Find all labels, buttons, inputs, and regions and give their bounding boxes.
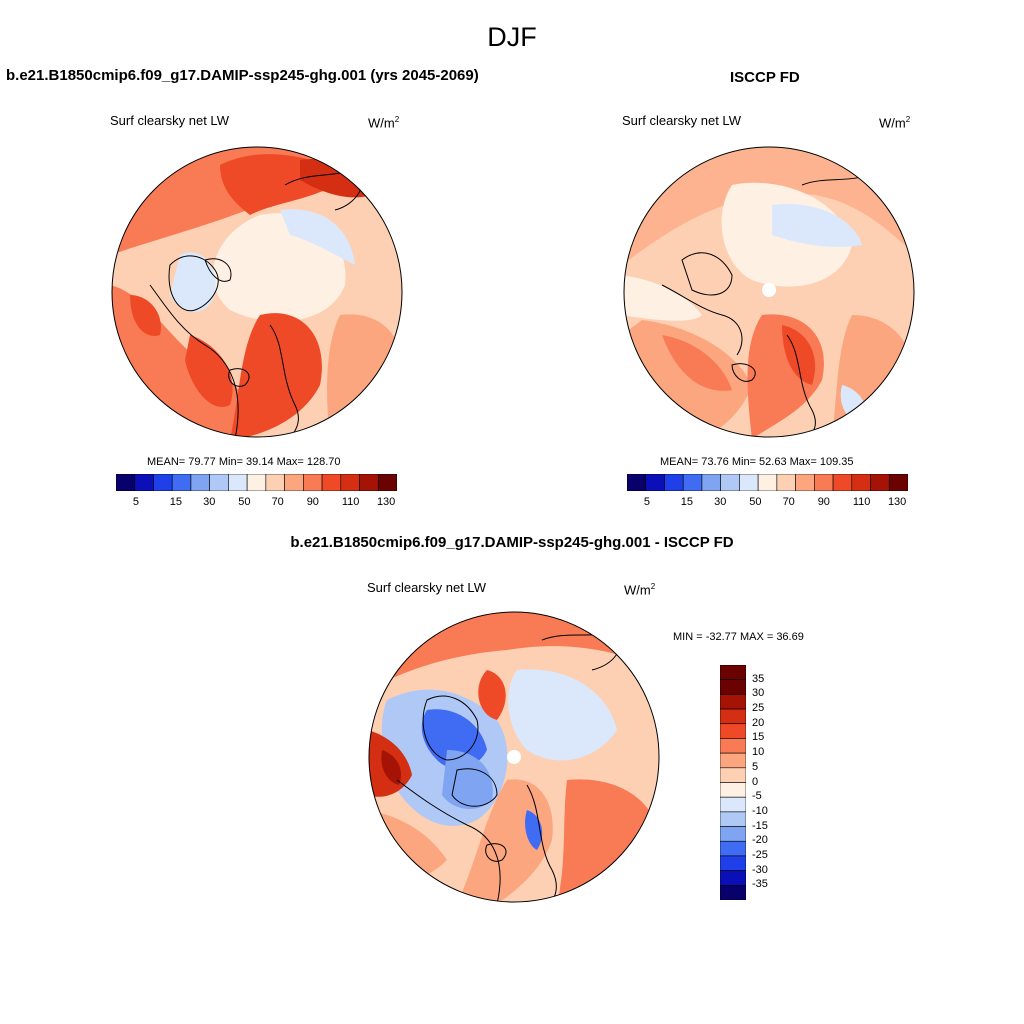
colorbar-swatch [719,679,747,695]
colorbar-tick-label: 30 [203,496,216,508]
colorbar-tick-label: 110 [852,496,871,508]
colorbar-swatch [701,473,721,492]
colorbar-swatch [246,473,267,492]
colorbar-swatch [814,473,834,492]
colorbar-swatch [720,473,740,492]
colorbar-tick-label: 5 [752,760,759,773]
colorbar-swatch [719,796,747,813]
colorbar-swatch [209,473,229,492]
colorbar-swatch [719,782,747,798]
colorbar-tick-label: -35 [752,878,768,891]
colorbar-tick-label: 50 [238,496,251,508]
diff-colorbar [719,664,747,901]
colorbar-swatch [851,473,871,492]
colorbar-swatch [776,473,796,492]
colorbar-tick-label: 15 [169,496,182,508]
colorbar-swatch [757,473,778,492]
colorbar-tick-label: 25 [752,702,765,715]
colorbar-swatch [645,473,665,492]
colorbar-tick-label: 15 [680,496,693,508]
obs-colorbar-labels: 5 15 30 50 70 90 110 130 [627,496,908,510]
colorbar-tick-label: -10 [752,804,768,817]
colorbar-tick-label: 50 [749,496,762,508]
obs-polar-map [623,146,915,438]
colorbar-swatch [719,826,747,842]
model-panel-title: b.e21.B1850cmip6.f09_g17.DAMIP-ssp245-gh… [6,67,479,84]
colorbar-swatch [115,473,136,492]
diff-units-label: W/m2 [624,582,656,598]
model-units-label: W/m2 [368,115,400,131]
model-polar-map [111,146,403,438]
colorbar-tick-label: 90 [306,496,319,508]
colorbar-swatch [228,473,248,492]
colorbar-swatch [719,664,747,680]
colorbar-tick-label: 0 [752,775,759,788]
colorbar-tick-label: -30 [752,863,768,876]
colorbar-swatch [719,840,747,857]
diff-colorbar-labels: 35 30 25 20 15 10 5 0 -5 -10 -15 -20 -25 -30 -35 [750,665,790,900]
colorbar-tick-label: 30 [752,687,765,700]
colorbar-swatch [719,738,747,754]
colorbar-swatch [739,473,759,492]
obs-panel-title: ISCCP FD [730,69,800,86]
colorbar-swatch [888,473,909,492]
colorbar-tick-label: -15 [752,819,768,832]
colorbar-swatch [795,473,815,492]
figure-title: DJF [487,22,537,52]
diff-panel-title: b.e21.B1850cmip6.f09_g17.DAMIP-ssp245-gh… [290,534,734,551]
colorbar-swatch [719,811,747,827]
colorbar-swatch [153,473,173,492]
colorbar-swatch [719,870,747,886]
colorbar-tick-label: 130 [376,496,396,508]
diff-variable-label: Surf clearsky net LW [367,580,486,595]
colorbar-swatch [719,855,747,871]
colorbar-swatch [134,473,154,492]
colorbar-swatch [870,473,890,492]
colorbar-swatch [284,473,304,492]
colorbar-swatch [719,694,747,710]
model-variable-label: Surf clearsky net LW [110,113,229,128]
colorbar-tick-label: 35 [752,672,765,685]
colorbar-tick-label: -5 [752,790,762,803]
colorbar-tick-label: -25 [752,848,768,861]
colorbar-tick-label: 110 [341,496,360,508]
colorbar-swatch [359,473,379,492]
colorbar-swatch [265,473,285,492]
colorbar-swatch [719,723,747,739]
colorbar-swatch [340,473,360,492]
colorbar-tick-label: 90 [817,496,830,508]
colorbar-swatch [682,473,703,492]
colorbar-tick-label: 70 [782,496,795,508]
colorbar-tick-label: 70 [271,496,284,508]
obs-units-label: W/m2 [879,115,911,131]
colorbar-tick-label: 5 [643,496,650,508]
colorbar-swatch [719,767,747,783]
colorbar-tick-label: 130 [887,496,907,508]
model-colorbar [115,473,398,492]
colorbar-tick-label: 10 [752,746,765,759]
model-colorbar-labels: 5 15 30 50 70 90 110 130 [116,496,397,510]
colorbar-tick-label: 15 [752,731,765,744]
colorbar-swatch [719,752,747,769]
colorbar-swatch [719,885,747,901]
colorbar-swatch [171,473,192,492]
colorbar-swatch [377,473,398,492]
obs-variable-label: Surf clearsky net LW [622,113,741,128]
obs-colorbar [626,473,909,492]
model-stats: MEAN= 79.77 Min= 39.14 Max= 128.70 [147,456,341,468]
obs-stats: MEAN= 73.76 Min= 52.63 Max= 109.35 [660,456,854,468]
colorbar-swatch [190,473,210,492]
colorbar-tick-label: 5 [132,496,139,508]
colorbar-tick-label: 20 [752,716,765,729]
colorbar-swatch [626,473,647,492]
diff-stats: MIN = -32.77 MAX = 36.69 [673,631,804,643]
colorbar-tick-label: 30 [714,496,727,508]
colorbar-swatch [719,708,747,725]
colorbar-swatch [664,473,684,492]
diff-polar-map [368,611,660,903]
colorbar-swatch [832,473,853,492]
colorbar-tick-label: -20 [752,834,768,847]
colorbar-swatch [303,473,323,492]
colorbar-swatch [321,473,342,492]
